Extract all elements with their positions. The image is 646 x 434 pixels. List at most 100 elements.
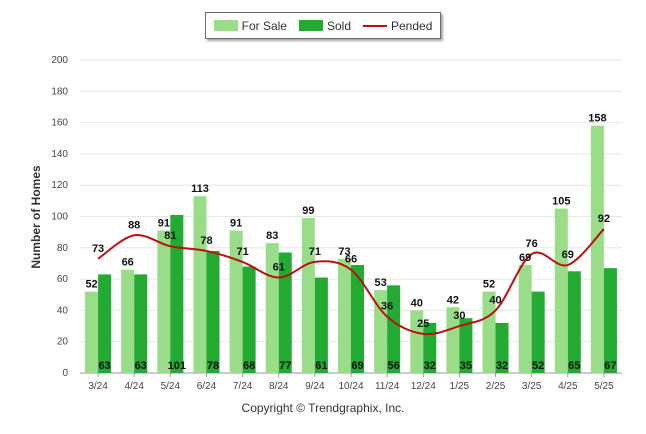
label-for-sale: 91 (158, 218, 170, 230)
legend: For Sale Sold Pended (205, 12, 441, 39)
label-sold: 32 (496, 360, 508, 372)
label-for-sale: 52 (85, 279, 97, 291)
label-pended: 61 (273, 262, 285, 274)
y-tick-label: 140 (51, 149, 68, 160)
label-pended: 88 (128, 219, 140, 231)
bar-for-sale (446, 307, 460, 373)
bar-sold (351, 265, 364, 373)
label-sold: 101 (168, 360, 186, 372)
x-tick-label: 1/25 (450, 381, 470, 392)
label-for-sale: 66 (122, 257, 134, 269)
label-for-sale: 99 (302, 205, 314, 217)
pended-swatch (363, 24, 387, 27)
label-sold: 68 (243, 360, 255, 372)
y-tick-label: 40 (57, 305, 69, 316)
x-tick-label: 4/25 (558, 381, 578, 392)
y-tick-label: 80 (57, 243, 69, 254)
bar-for-sale (590, 125, 604, 373)
x-tick-label: 10/24 (338, 381, 363, 392)
x-tick-label: 11/24 (375, 381, 400, 392)
label-sold: 61 (315, 360, 327, 372)
x-tick-label: 12/24 (411, 381, 436, 392)
x-tick-label: 8/24 (269, 381, 289, 392)
x-tick-label: 3/24 (88, 381, 108, 392)
label-pended: 76 (526, 238, 538, 250)
bar-sold (603, 268, 617, 373)
bar-series (85, 125, 617, 373)
bar-for-sale (482, 291, 496, 373)
label-pended: 40 (489, 294, 501, 306)
bar-for-sale (157, 230, 171, 373)
label-for-sale: 69 (519, 252, 531, 264)
bar-sold (170, 214, 184, 373)
bar-sold (98, 274, 112, 373)
y-axis-title: Number of Homes (29, 165, 43, 269)
bar-for-sale (518, 265, 532, 373)
label-for-sale: 73 (338, 246, 350, 258)
x-tick-label: 9/24 (305, 381, 325, 392)
y-tick-label: 180 (51, 86, 68, 97)
x-tick-label: 2/25 (486, 381, 506, 392)
y-tick-label: 20 (57, 337, 69, 348)
label-pended: 71 (236, 246, 248, 258)
x-axis: 3/24 4/24 5/24 6/24 7/24 8/24 9/24 10/24 11/24 12… (88, 373, 614, 392)
bar-sold (387, 285, 401, 373)
legend-label-pended: Pended (391, 18, 433, 33)
bar-sold (242, 266, 256, 373)
copyright-text: Copyright © Trendgraphix, Inc. (241, 401, 405, 415)
label-sold: 67 (604, 360, 616, 372)
sold-swatch (298, 20, 323, 31)
bar-sold (314, 277, 328, 373)
legend-label-for-sale: For Sale (241, 18, 287, 33)
bar-for-sale (301, 218, 315, 373)
bar-for-sale (193, 196, 207, 373)
x-tick-label: 3/25 (522, 381, 542, 392)
bar-for-sale (121, 269, 135, 373)
label-sold: 35 (460, 360, 472, 372)
label-for-sale: 53 (375, 277, 387, 289)
y-tick-label: 100 (51, 212, 68, 223)
x-tick-label: 5/25 (594, 381, 614, 392)
label-pended: 66 (345, 254, 357, 266)
label-sold: 56 (388, 360, 400, 372)
label-pended: 69 (562, 249, 574, 261)
x-tick-label: 4/24 (124, 381, 144, 392)
label-sold: 32 (424, 360, 436, 372)
pended-line-path (97, 228, 605, 336)
label-for-sale: 40 (411, 297, 423, 309)
y-tick-label: 120 (51, 180, 68, 191)
y-tick-label: 200 (51, 55, 68, 66)
legend-item-pended[interactable]: Pended (363, 19, 432, 33)
for-sale-swatch (213, 20, 238, 31)
bar-sold (459, 318, 473, 373)
label-pended: 78 (200, 235, 212, 247)
x-tick-label: 6/24 (197, 381, 217, 392)
label-pended: 30 (453, 310, 465, 322)
label-for-sale: 52 (483, 279, 495, 291)
label-pended: 36 (381, 301, 393, 313)
label-for-sale: 91 (230, 218, 242, 230)
label-pended: 73 (92, 243, 104, 255)
label-for-sale: 83 (266, 230, 278, 242)
label-pended: 92 (598, 213, 610, 225)
label-pended: 81 (164, 230, 176, 242)
bar-sold (495, 322, 509, 373)
legend-item-sold[interactable]: Sold (298, 18, 351, 33)
label-sold: 52 (532, 360, 544, 372)
bar-sold (206, 250, 220, 373)
bar-for-sale (229, 230, 243, 373)
x-tick-label: 5/24 (161, 381, 181, 392)
bar-sold (134, 274, 148, 373)
label-sold: 63 (135, 360, 147, 372)
legend-item-for-sale[interactable]: For Sale (213, 18, 287, 33)
label-sold: 77 (279, 360, 291, 372)
x-tick-label: 7/24 (233, 381, 253, 392)
bar-for-sale (410, 310, 424, 373)
label-for-sale: 113 (191, 183, 209, 195)
label-for-sale: 105 (552, 196, 570, 208)
legend-label-sold: Sold (326, 18, 351, 33)
bar-for-sale (338, 258, 351, 373)
bar-for-sale (374, 290, 388, 373)
bar-sold (423, 322, 437, 373)
